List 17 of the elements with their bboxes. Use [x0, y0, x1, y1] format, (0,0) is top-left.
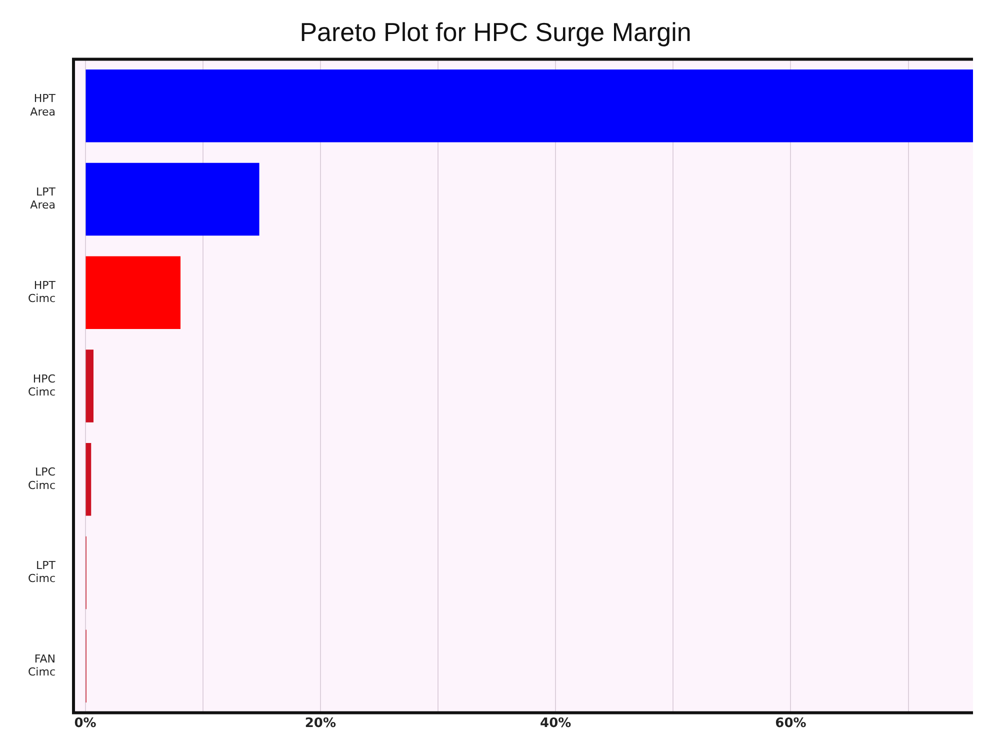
bar — [86, 256, 180, 330]
y-tick-label: LPT Area — [30, 186, 56, 212]
y-tick-label: LPC Cimc — [28, 466, 56, 492]
chart-title: Pareto Plot for HPC Surge Margin — [300, 16, 692, 47]
bar — [86, 442, 92, 516]
y-tick-label: HPT Cimc — [28, 278, 56, 306]
bar — [86, 162, 260, 236]
x-tick-label: 20% — [304, 716, 336, 731]
y-tick-label: HPT Area — [30, 92, 56, 118]
bar — [86, 69, 973, 142]
x-tick-label: 40% — [540, 716, 572, 731]
y-tick-label: LPT Cimc — [28, 559, 56, 586]
bar — [86, 350, 94, 422]
y-tick-label: FAN Cimc — [28, 652, 56, 679]
y-tick-label: HPC Cimc — [28, 372, 56, 398]
x-tick-label: 60% — [775, 716, 806, 731]
x-tick-label: 0% — [74, 716, 96, 731]
